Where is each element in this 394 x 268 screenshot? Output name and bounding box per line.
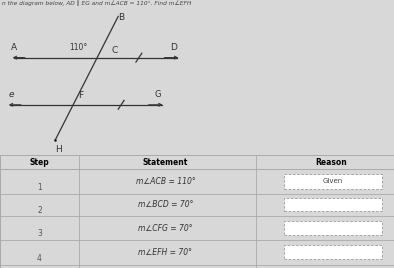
Text: C: C	[111, 46, 117, 55]
Text: F: F	[78, 91, 83, 100]
Text: m∠BCD = 70°: m∠BCD = 70°	[138, 200, 193, 210]
Text: Reason: Reason	[315, 158, 347, 167]
Text: 4: 4	[37, 254, 42, 263]
Text: n the diagram below, AD ∥ EG and m∠ACB = 110°. Find m∠EFH: n the diagram below, AD ∥ EG and m∠ACB =…	[2, 1, 191, 6]
Text: m∠EFH = 70°: m∠EFH = 70°	[138, 248, 193, 257]
Text: H: H	[55, 145, 61, 154]
Text: Given: Given	[323, 178, 343, 184]
Text: e: e	[9, 90, 15, 99]
Text: Statement: Statement	[143, 158, 188, 167]
Text: D: D	[170, 43, 177, 53]
Text: 110°: 110°	[70, 43, 88, 53]
FancyBboxPatch shape	[284, 245, 382, 259]
Text: B: B	[118, 13, 124, 23]
Text: 2: 2	[37, 206, 42, 215]
Text: 3: 3	[37, 229, 42, 239]
Text: Step: Step	[30, 158, 49, 167]
Text: 1: 1	[37, 183, 42, 192]
Text: m∠ACB = 110°: m∠ACB = 110°	[136, 177, 195, 186]
FancyBboxPatch shape	[284, 174, 382, 188]
Text: A: A	[11, 43, 17, 53]
Text: m∠CFG = 70°: m∠CFG = 70°	[138, 224, 193, 233]
Text: G: G	[154, 90, 161, 99]
FancyBboxPatch shape	[284, 198, 382, 211]
FancyBboxPatch shape	[284, 221, 382, 235]
